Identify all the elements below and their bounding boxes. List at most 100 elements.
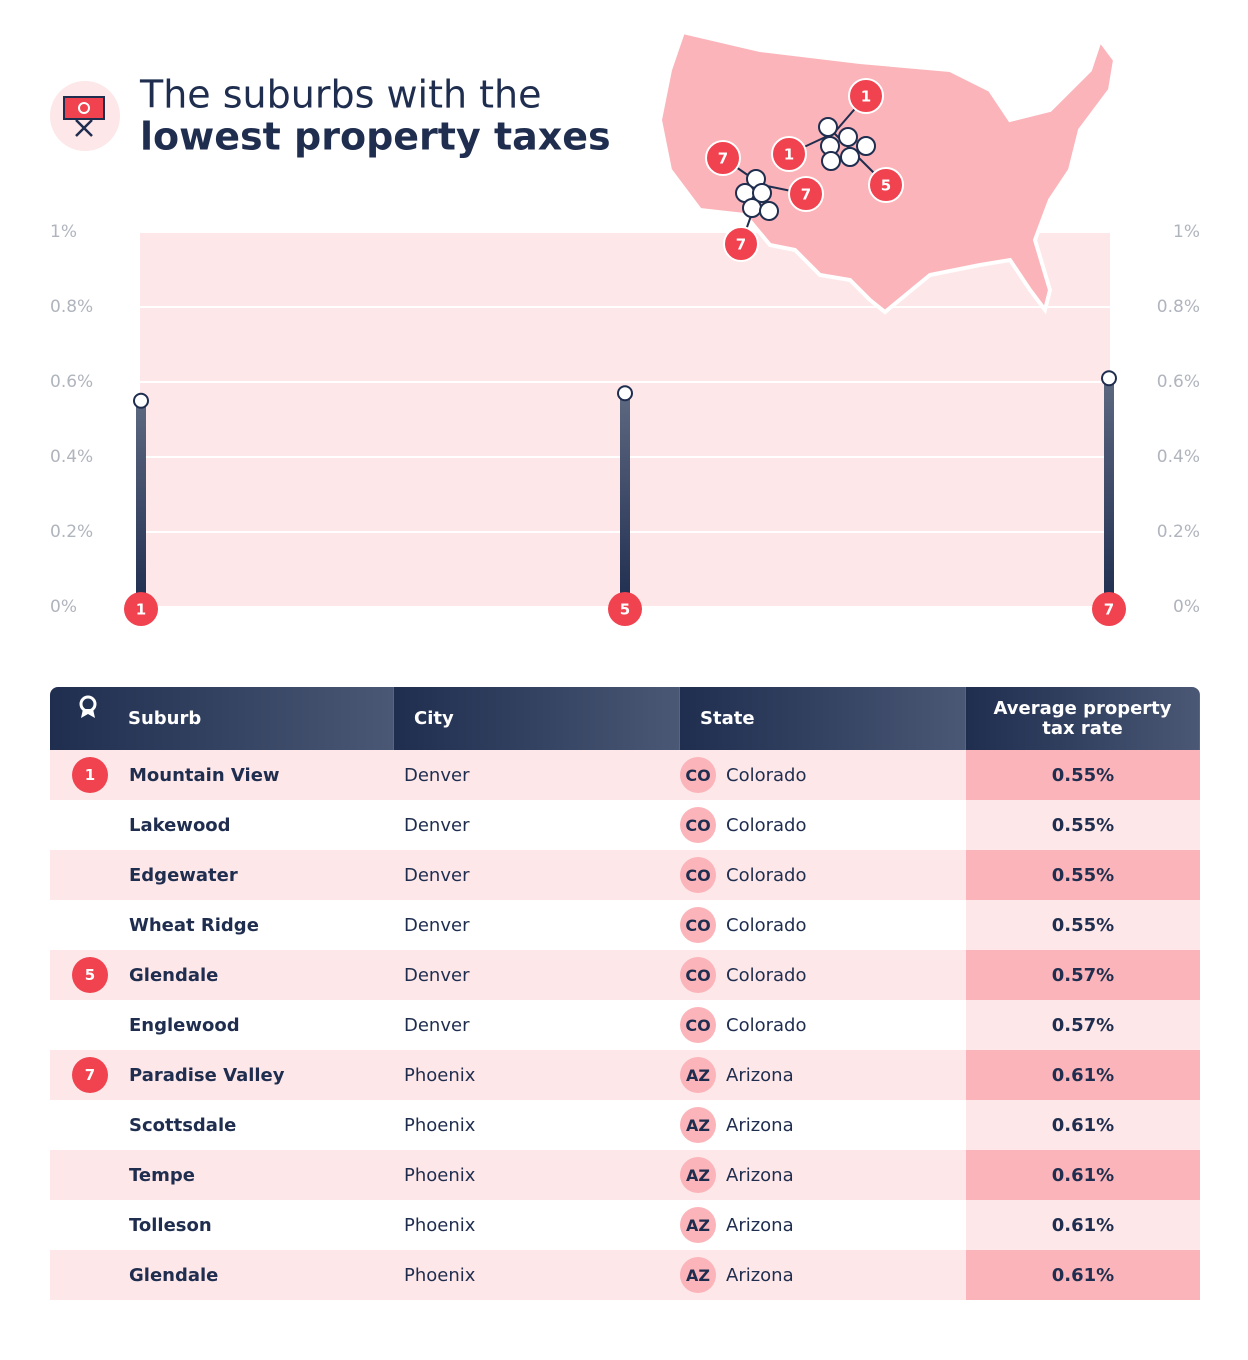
map-dot [759,201,779,221]
map-badge-label: 7 [801,186,811,204]
state: Arizona [726,1264,794,1286]
state-cell: CO Colorado [680,1000,966,1050]
state-abbr: CO [680,807,716,843]
suburb: Scottsdale [129,1114,237,1136]
state-abbr: CO [680,757,716,793]
state-cell: AZ Arizona [680,1250,966,1300]
city-cell: Phoenix [394,1250,680,1300]
x-tick-label: 1 [136,601,146,619]
suburb-cell: 7 Paradise Valley [50,1050,394,1100]
suburb-cell: Lakewood [50,800,394,850]
header-text: Suburb [128,708,202,729]
chart: The suburbs with the lowest property tax… [50,32,1200,626]
rate: 0.55% [1051,814,1115,836]
title-line: lowest property taxes [140,115,611,159]
y-tick-label: 0.6% [50,372,93,392]
suburb: Tempe [129,1164,195,1186]
rate-cell: 0.55% [966,800,1200,850]
table: Suburb City State Average property tax r… [50,687,1200,1300]
y-tick-label: 0.4% [1157,447,1200,467]
state: Colorado [726,864,807,886]
y-tick-label: 0.8% [50,297,93,317]
table-header: Suburb City State Average property tax r… [50,687,1200,750]
suburb: Tolleson [129,1214,212,1236]
city: Denver [404,764,470,786]
map-badge [848,78,884,114]
suburb: Wheat Ridge [129,914,259,936]
y-tick-label: 0% [1173,597,1200,617]
state: Arizona [726,1214,794,1236]
icon-coin [78,102,90,114]
city-cell: Denver [394,850,680,900]
city-cell: Denver [394,900,680,950]
state-cell: AZ Arizona [680,1050,966,1100]
suburb-cell: 5 Glendale [50,950,394,1000]
map-badge-label: 7 [718,150,728,168]
city-cell: Phoenix [394,1200,680,1250]
rate-cell: 0.61% [966,1050,1200,1100]
state-cell: AZ Arizona [680,1150,966,1200]
state-abbr: AZ [680,1057,716,1093]
table-row: Edgewater Denver CO Colorado 0.55% [50,850,1200,900]
rank-badge [608,592,642,626]
state-abbr: AZ [680,1157,716,1193]
header-text: State [700,708,755,729]
city: Denver [404,814,470,836]
map-dot [818,117,838,137]
map-badge-label: 1 [861,88,871,106]
lollipop-head [133,392,149,409]
suburb-cell: Edgewater [50,850,394,900]
city-cell: Denver [394,800,680,850]
city: Phoenix [404,1264,476,1286]
suburb: Edgewater [129,864,238,886]
state-cell: AZ Arizona [680,1100,966,1150]
map-dot [821,151,841,171]
city-cell: Phoenix [394,1100,680,1150]
rank-badge [124,592,158,626]
city-cell: Denver [394,950,680,1000]
city: Denver [404,864,470,886]
map-markers: 1 1 5 7 7 7 [705,78,904,262]
lollipop-head [617,385,633,402]
city-cell: Denver [394,750,680,800]
state-cell: CO Colorado [680,950,966,1000]
state-abbr: CO [680,957,716,993]
rate: 0.57% [1051,964,1115,986]
rank-badge: 7 [72,1057,108,1093]
suburb-cell: Tempe [50,1150,394,1200]
x-tick-label: 5 [620,601,630,619]
icon-scissors [75,119,93,137]
suburb-cell: Wheat Ridge [50,900,394,950]
table-row: Tempe Phoenix AZ Arizona 0.61% [50,1150,1200,1200]
state: Arizona [726,1064,794,1086]
rate-cell: 0.61% [966,1150,1200,1200]
rate: 0.55% [1051,764,1115,786]
suburb-cell: Tolleson [50,1200,394,1250]
map-dot [840,147,860,167]
city-cell: Phoenix [394,1050,680,1100]
map-badge [771,136,807,172]
table-row: 1 Mountain View Denver CO Colorado 0.55% [50,750,1200,800]
rate-cell: 0.55% [966,750,1200,800]
map-dot [752,183,772,203]
rate-cell: 0.61% [966,1100,1200,1150]
rate: 0.61% [1051,1164,1115,1186]
map-badge-label: 1 [784,146,794,164]
rate: 0.55% [1051,864,1115,886]
city: Phoenix [404,1214,476,1236]
rate-cell: 0.57% [966,950,1200,1000]
rank-badge [1092,592,1126,626]
state: Colorado [726,764,807,786]
state-abbr: CO [680,1007,716,1043]
map-dot [838,127,858,147]
rate: 0.61% [1051,1064,1115,1086]
state: Colorado [726,1014,807,1036]
state-cell: CO Colorado [680,800,966,850]
y-tick-label: 1% [1173,222,1200,242]
x-tick-label: 7 [1104,601,1114,619]
state: Colorado [726,814,807,836]
table-row: Glendale Phoenix AZ Arizona 0.61% [50,1250,1200,1300]
rank-badge: 1 [72,757,108,793]
table-row: Lakewood Denver CO Colorado 0.55% [50,800,1200,850]
rank-badge: 5 [72,957,108,993]
